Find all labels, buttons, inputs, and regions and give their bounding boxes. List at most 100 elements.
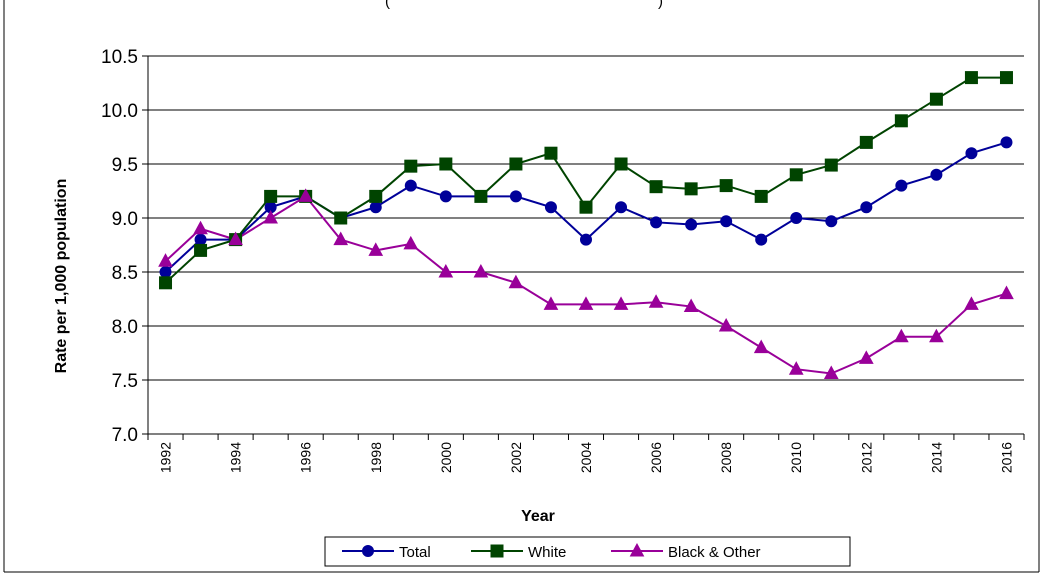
point-total [965,147,978,160]
y-tick-label: 7.0 [112,425,138,446]
point-black-other [298,188,314,202]
point-white [719,179,733,193]
legend-label-black-other: Black & Other [668,544,761,561]
point-black-other [929,328,944,343]
point-total [720,215,733,228]
point-black-other [613,296,629,310]
x-tick-label: 2016 [998,442,1014,473]
point-white [159,276,173,290]
point-white [439,157,453,171]
x-tick-label: 2008 [718,442,734,473]
point-white [474,189,488,203]
gridlines [148,55,1024,381]
point-total [650,216,663,229]
x-tick-label: 1992 [158,442,174,473]
x-tick-label: 1996 [298,442,314,473]
point-black-other [508,274,524,289]
point-white [264,189,278,203]
legend-marker-white [490,544,504,558]
point-total [404,179,417,192]
legend-marker-black-other [629,542,645,557]
legend: Total White Black & Other [324,536,851,567]
point-white [614,157,628,171]
point-black-other [473,263,489,278]
point-black-other [263,209,278,224]
point-black-other [894,328,909,343]
y-tick-label: 10.5 [101,47,138,68]
y-axis-title: Rate per 1,000 population [53,179,70,374]
point-white [964,71,978,85]
legend-box [324,536,851,567]
point-white [369,189,383,203]
y-tick-label: 10.0 [101,101,138,122]
y-tick-label: 9.0 [112,209,138,230]
x-axis-title: Year [521,508,555,525]
y-tick-label: 7.5 [112,371,138,392]
point-total [860,201,873,214]
x-tick-label: 2010 [788,442,804,473]
point-total [439,190,452,203]
x-tick-label: 2004 [578,442,594,473]
point-total [755,233,768,246]
point-total [544,201,557,214]
point-total [685,218,698,231]
point-total [159,266,172,278]
chart-title-fragment-open: ( [385,0,390,10]
chart-title-fragment-close: ) [658,0,663,10]
point-black-other [683,298,699,313]
point-black-other [648,294,664,308]
y-tick-label: 8.5 [112,263,138,284]
point-white [404,159,418,173]
point-black-other [753,339,769,354]
y-tick-label: 9.5 [112,155,138,176]
point-black-other [788,361,804,375]
point-black-other [438,263,454,278]
point-black-other [543,296,559,310]
point-black-other [964,296,979,310]
series-line-white [164,76,1007,284]
point-total [580,233,592,246]
point-black-other [228,231,243,246]
point-total [825,215,838,228]
point-total [790,212,803,224]
point-black-other [999,285,1014,300]
point-white [544,146,558,160]
point-white [649,180,663,194]
point-white [929,92,943,106]
x-tick-label: 2002 [508,442,524,473]
point-white [894,114,908,128]
point-white [999,71,1013,85]
point-white [789,168,803,182]
y-axis-ticks: 7.0 7.5 8.0 8.5 9.0 9.5 10.0 10.5 [101,47,148,446]
x-tick-label: 1998 [368,442,384,473]
point-total [194,233,207,246]
series-markers [158,71,1014,380]
point-white [754,189,768,203]
series-lines [164,76,1007,375]
point-total [509,190,522,203]
point-black-other [158,253,173,267]
point-total [1000,136,1013,149]
point-white [194,243,208,257]
point-black-other [193,220,208,235]
legend-marker-total [362,545,374,557]
point-total [930,168,943,181]
point-black-other [823,365,839,380]
point-white [509,157,523,171]
x-tick-label: 2014 [928,442,944,473]
point-white [579,200,593,214]
legend-label-total: Total [399,544,431,561]
point-black-other [718,317,734,332]
point-white [824,158,838,172]
series-line-black-other [164,195,1007,375]
x-tick-label: 2000 [438,442,454,473]
x-axis-ticks: 1992 1994 1996 1998 2000 2002 2004 2006 2008 2010… [147,434,1025,473]
point-black-other [858,350,874,364]
point-black-other [368,242,384,256]
point-black-other [403,235,419,250]
x-tick-label: 2006 [648,442,664,473]
point-total [895,179,908,192]
legend-label-white: White [528,544,566,561]
point-total [369,201,382,214]
